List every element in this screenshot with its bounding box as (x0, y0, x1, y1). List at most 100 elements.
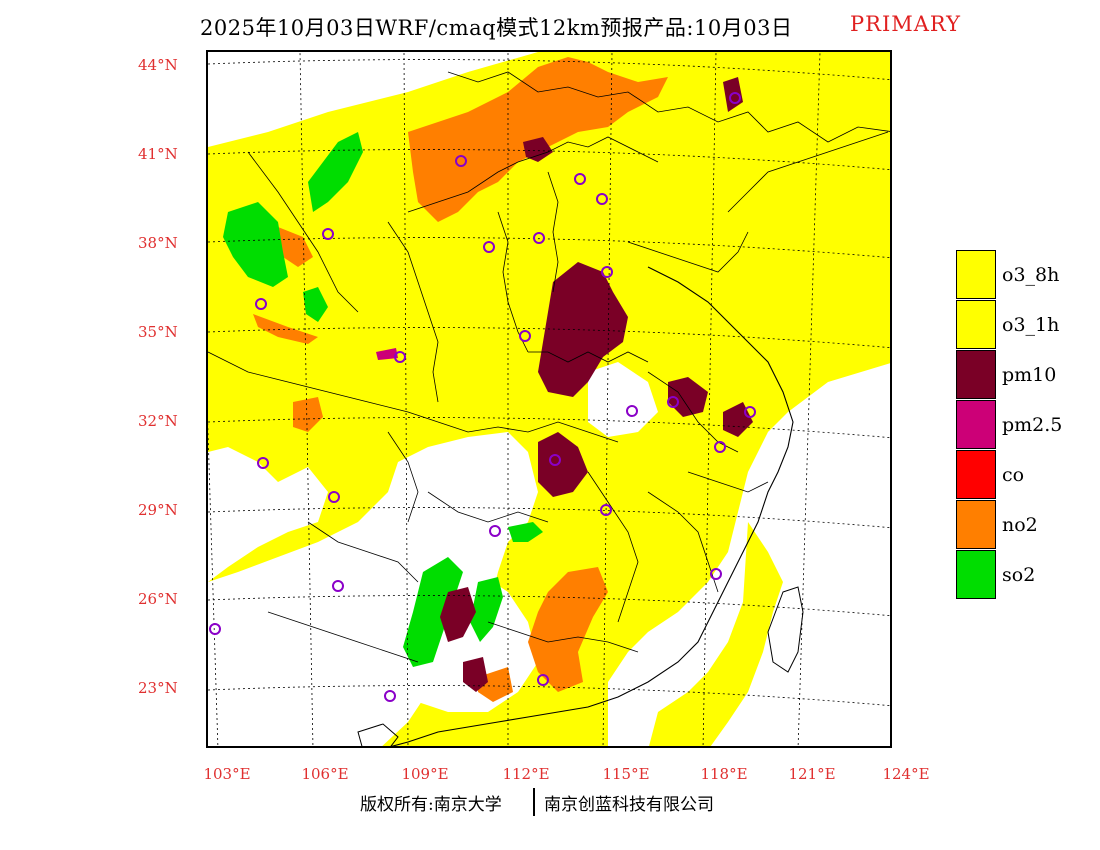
lon-label-103: 103°E (203, 765, 251, 783)
station-marker (549, 454, 561, 466)
so2-region-jiangxi (508, 522, 543, 542)
boundary-guizhou (307, 521, 419, 583)
station-marker (626, 405, 638, 417)
boundary-henan (528, 351, 649, 363)
station-marker (601, 266, 613, 278)
station-marker (710, 568, 722, 580)
lon-label-115: 115°E (602, 765, 650, 783)
station-marker (455, 155, 467, 167)
boundary-jiangxi (587, 471, 639, 623)
station-marker (394, 351, 406, 363)
legend-label: so2 (1002, 564, 1036, 586)
clean-region-east (738, 363, 890, 746)
o3-region-coast (649, 522, 783, 746)
station-marker (483, 241, 495, 253)
boundary-shaanxi (387, 221, 439, 403)
title-main: 2025年10月03日WRF/cmaq模式12km预报产品:10月03日 (200, 16, 793, 40)
boundary-zhejiang (687, 471, 769, 493)
station-marker (322, 228, 334, 240)
pm10-region-guangdong (463, 657, 488, 692)
boundary-hunan (427, 491, 549, 523)
station-marker (255, 298, 267, 310)
legend-label: pm10 (1002, 364, 1057, 386)
no2-region-sichuan (293, 397, 323, 432)
station-marker (384, 690, 396, 702)
boundary-hebei (547, 171, 559, 293)
legend-label: pm2.5 (1002, 414, 1063, 436)
boundary-shandong (627, 231, 749, 273)
boundary-northeast (727, 131, 889, 213)
legend-label: o3_1h (1002, 314, 1060, 336)
station-marker (209, 623, 221, 635)
title-pollutant-tag: PRIMARY (850, 12, 961, 36)
so2-region-northwest (223, 202, 288, 287)
boundary-inner-mongolia (407, 136, 659, 213)
clean-region-west (208, 52, 318, 112)
station-marker (489, 525, 501, 537)
legend-swatch (956, 300, 996, 349)
pm25-region (376, 348, 398, 360)
longitude-line-106 (299, 52, 314, 746)
station-marker (714, 441, 726, 453)
boundary-gansu (247, 151, 359, 313)
pm10-region-hubei (538, 432, 588, 497)
legend-swatch (956, 500, 996, 549)
station-marker (744, 406, 756, 418)
longitude-line-109 (403, 52, 409, 746)
legend-swatch (956, 400, 996, 449)
lat-label-29: 29°N (138, 501, 178, 519)
lon-label-112: 112°E (502, 765, 550, 783)
legend-label: no2 (1002, 514, 1038, 536)
lon-label-109: 109°E (401, 765, 449, 783)
copyright-owner: 版权所有:南京大学 (360, 795, 502, 815)
legend-swatch (956, 450, 996, 499)
lat-label-38: 38°N (138, 234, 178, 252)
lat-label-23: 23°N (138, 679, 178, 697)
taiwan-island (767, 586, 804, 673)
footer-divider (533, 788, 535, 816)
station-marker (596, 193, 608, 205)
so2-region-hunan (470, 577, 503, 642)
pm10-region-anhui (668, 377, 708, 417)
hainan-island (357, 723, 399, 746)
longitude-line-115 (602, 52, 613, 746)
boundary-north (447, 71, 890, 143)
station-marker (332, 580, 344, 592)
so2-region-guangxi (403, 557, 463, 667)
legend-label: o3_8h (1002, 264, 1060, 286)
legend-swatch (956, 550, 996, 599)
province-boundaries (208, 71, 890, 663)
lat-label-41: 41°N (138, 145, 178, 163)
map-canvas (208, 52, 890, 746)
boundary-hubei (437, 421, 619, 443)
boundary-sichuan (208, 351, 439, 423)
lat-label-35: 35°N (138, 323, 178, 341)
lon-label-118: 118°E (700, 765, 748, 783)
station-marker (519, 330, 531, 342)
pm10-region-guangxi (440, 587, 476, 642)
station-marker (600, 504, 612, 516)
station-marker (729, 92, 741, 104)
lat-label-26: 26°N (138, 590, 178, 608)
coastline (390, 266, 794, 746)
boundary-chongqing (387, 431, 419, 523)
pm10-region-beijing (523, 137, 553, 162)
station-marker (257, 457, 269, 469)
lat-label-32: 32°N (138, 412, 178, 430)
legend-label: co (1002, 464, 1025, 486)
so2-region-shaanxi (303, 287, 328, 322)
station-markers (209, 92, 756, 702)
station-marker (533, 232, 545, 244)
legend-swatch (956, 250, 996, 299)
no2-region-west (278, 227, 313, 267)
longitude-line-121 (797, 52, 821, 746)
boundary-guangdong (487, 621, 639, 653)
lon-label-106: 106°E (301, 765, 349, 783)
lon-label-124: 124°E (882, 765, 930, 783)
station-marker (328, 491, 340, 503)
boundary-yunnan-guangxi (267, 611, 419, 663)
station-marker (667, 396, 679, 408)
chart-title: 2025年10月03日WRF/cmaq模式12km预报产品:10月03日 PRI… (0, 12, 1100, 42)
station-marker (574, 173, 586, 185)
copyright-footer: 版权所有:南京大学 南京创蓝科技有限公司 (0, 788, 1100, 818)
